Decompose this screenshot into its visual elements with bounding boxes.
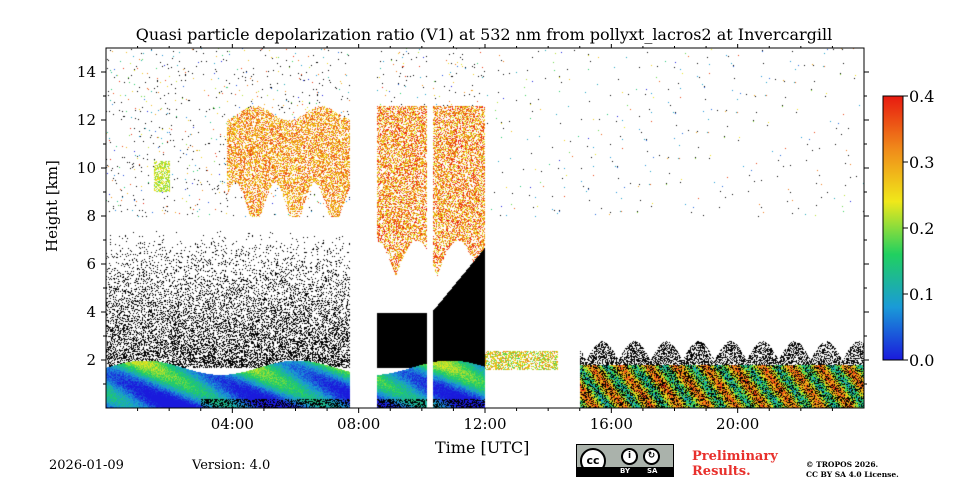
colorbar-tick-label-3: 0.3 <box>909 153 934 172</box>
share-alike-icon: ↻ <box>643 448 660 465</box>
license-by-label: BY <box>620 467 631 475</box>
colorbar-tick-label-0: 0.0 <box>909 351 934 370</box>
version-label: Version: 4.0 <box>192 458 271 473</box>
license-sa-label: SA <box>647 467 658 475</box>
y-tick-label-3: 8 <box>86 207 96 225</box>
x-tick-label-1: 08:00 <box>337 415 380 433</box>
copyright-note: © TROPOS 2026. CC BY SA 4.0 License. <box>806 460 899 480</box>
y-tick-label-4: 10 <box>77 159 96 177</box>
copyright-line-1: © TROPOS 2026. <box>806 460 879 469</box>
colorbar <box>882 95 904 361</box>
y-tick-label-5: 12 <box>77 111 96 129</box>
chart-title: Quasi particle depolarization ratio (V1)… <box>135 25 833 44</box>
preliminary-line-2: Results. <box>692 464 751 479</box>
y-axis-label: Height [km] <box>43 160 61 252</box>
y-tick-label-6: 14 <box>77 63 96 81</box>
x-tick-label-4: 20:00 <box>716 415 759 433</box>
x-tick-label-3: 16:00 <box>590 415 633 433</box>
attribution-icon: i <box>621 448 638 465</box>
license-badge[interactable]: cc i ↻ BY SA <box>576 444 674 477</box>
x-axis-label: Time [UTC] <box>435 438 530 457</box>
x-tick-label-0: 04:00 <box>211 415 254 433</box>
preliminary-note: Preliminary Results. <box>692 449 778 479</box>
copyright-line-2: CC BY SA 4.0 License. <box>806 470 899 479</box>
date-label: 2026-01-09 <box>49 458 124 473</box>
x-tick-label-2: 12:00 <box>463 415 506 433</box>
colorbar-tick-label-2: 0.2 <box>909 219 934 238</box>
preliminary-line-1: Preliminary <box>692 449 778 464</box>
colorbar-tick-label-4: 0.4 <box>909 87 934 106</box>
license-strip <box>577 467 673 476</box>
colorbar-tick-label-1: 0.1 <box>909 285 934 304</box>
depolarization-field <box>106 48 864 408</box>
y-tick-label-0: 2 <box>86 351 96 369</box>
y-tick-label-2: 6 <box>86 255 96 273</box>
y-tick-label-1: 4 <box>86 303 96 321</box>
